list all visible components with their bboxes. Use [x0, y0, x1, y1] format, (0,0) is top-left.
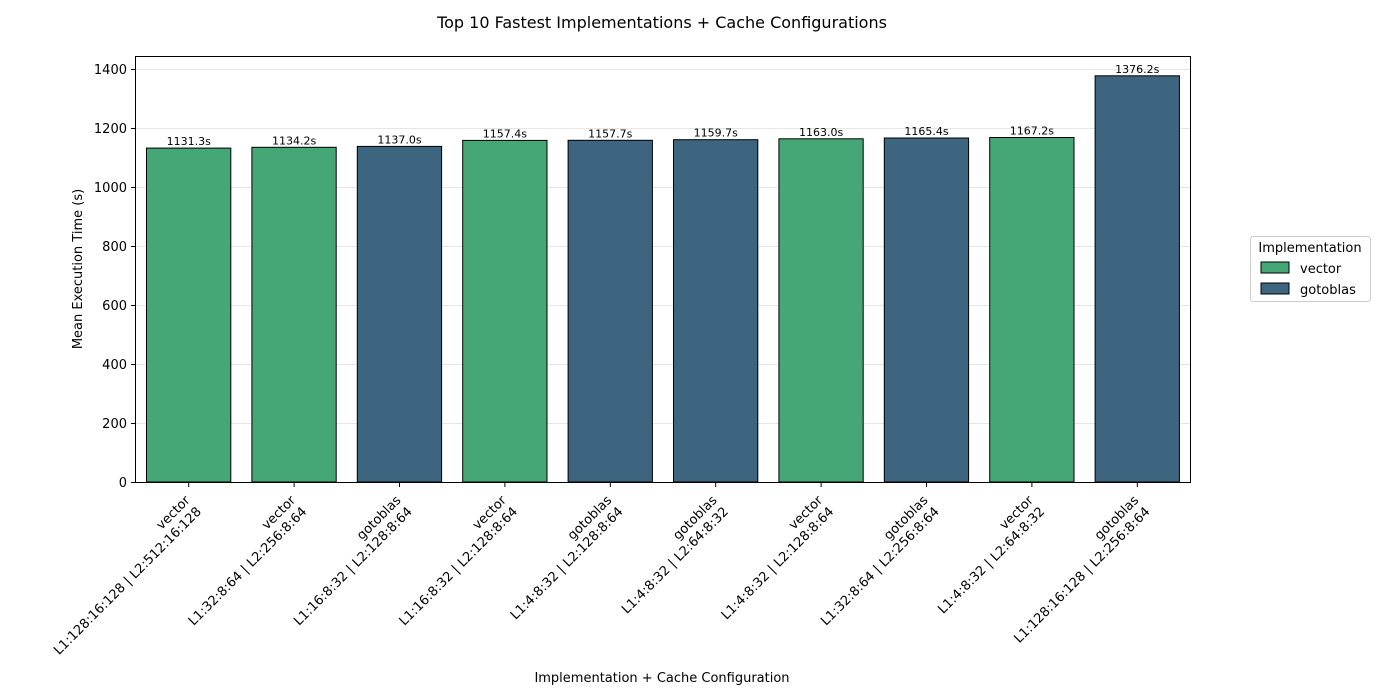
- bars: [146, 75, 1180, 483]
- chart-title: Top 10 Fastest Implementations + Cache C…: [436, 13, 887, 32]
- bar-value-label: 1131.3s: [167, 135, 211, 148]
- x-tick-label-config: L1:16:8:32 | L2:128:8:64: [397, 505, 521, 629]
- bar-value-label: 1134.2s: [272, 134, 316, 147]
- bar-value-label: 1167.2s: [1010, 125, 1054, 138]
- data-labels: 1131.3s 1134.2s 1137.0s 1157.4s 1157.7s 1159.…: [167, 63, 1160, 148]
- bar-value-label: 1157.4s: [483, 127, 527, 140]
- x-tick-label: vectorL1:128:16:128 | L2:512:16:128: [40, 493, 205, 658]
- bar-gotoblas: [883, 137, 970, 483]
- bar-vector: [778, 138, 864, 483]
- plot-frame: [135, 56, 1191, 483]
- y-tick-label: 800: [102, 240, 127, 255]
- bar-vector: [146, 147, 232, 483]
- legend-label-gotoblas: gotoblas: [1300, 283, 1356, 298]
- legend: Implementation vector gotoblas: [1250, 236, 1371, 302]
- bar-value-label: 1376.2s: [1115, 63, 1159, 76]
- x-tick-label-config: L1:4:8:32 | L2:128:8:64: [719, 505, 838, 624]
- legend-swatch-vector: [1260, 261, 1290, 274]
- y-tick-label: 400: [102, 358, 127, 373]
- x-tick-label-config: L1:4:8:32 | L2:64:8:32: [935, 505, 1048, 618]
- bar-gotoblas: [356, 145, 443, 483]
- y-tick-label: 1200: [94, 122, 127, 137]
- y-tick-label: 600: [102, 299, 127, 314]
- y-axis-ticks: 0 200 400 600 800 1000 1200 1400: [94, 63, 136, 491]
- x-tick-label-config: L1:16:8:32 | L2:128:8:64: [291, 505, 415, 629]
- x-tick-label-config: L1:4:8:32 | L2:64:8:32: [619, 505, 732, 618]
- legend-title: Implementation: [1258, 241, 1361, 256]
- y-tick-label: 200: [102, 417, 127, 432]
- bar-value-label: 1157.7s: [588, 127, 632, 140]
- x-axis-ticks: vectorL1:128:16:128 | L2:512:16:128 vecto…: [40, 482, 1153, 658]
- bar-value-label: 1165.4s: [904, 125, 948, 138]
- x-tick-label: gotoblasL1:4:8:32 | L2:64:8:32: [608, 493, 732, 617]
- bar-gotoblas: [673, 139, 759, 483]
- bar-value-label: 1163.0s: [799, 126, 843, 139]
- bar-vector: [462, 139, 548, 483]
- bar-value-label: 1159.7s: [694, 127, 738, 140]
- x-tick-label: vectorL1:4:8:32 | L2:64:8:32: [924, 493, 1048, 617]
- legend-swatch-gotoblas: [1260, 282, 1290, 295]
- bar-gotoblas: [567, 139, 653, 483]
- x-tick-label-config: L1:128:16:128 | L2:512:16:128: [51, 505, 205, 659]
- y-tick-label: 0: [119, 476, 127, 491]
- x-tick-label-config: L1:4:8:32 | L2:128:8:64: [508, 505, 627, 624]
- bar-vector: [251, 146, 337, 483]
- bar-gotoblas: [1094, 75, 1180, 483]
- y-tick-label: 1400: [94, 63, 127, 78]
- x-tick-label-config: L1:32:8:64 | L2:256:8:64: [818, 505, 942, 629]
- y-axis-label: Mean Execution Time (s): [71, 189, 86, 349]
- y-tick-label: 1000: [94, 181, 127, 196]
- bar-vector: [989, 137, 1075, 483]
- x-axis-label: Implementation + Cache Configuration: [534, 671, 789, 686]
- bar-value-label: 1137.0s: [377, 133, 421, 146]
- legend-label-vector: vector: [1300, 262, 1342, 277]
- x-tick-label-config: L1:32:8:64 | L2:256:8:64: [186, 505, 310, 629]
